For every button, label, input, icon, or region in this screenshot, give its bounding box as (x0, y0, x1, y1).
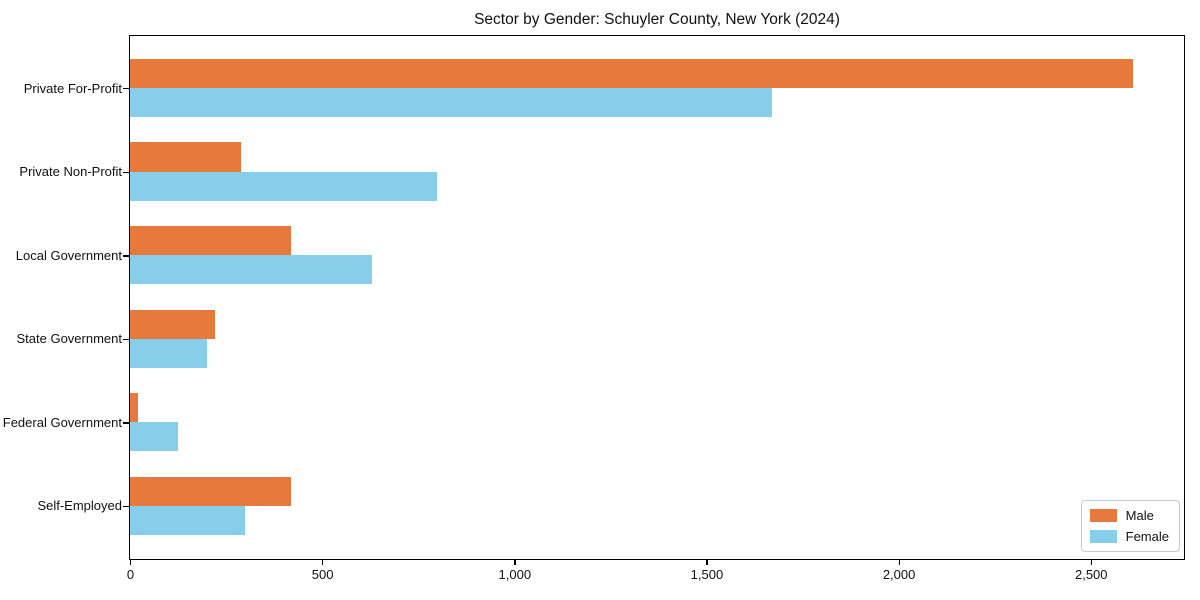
bar-male-private-non-profit (130, 142, 242, 172)
bar-male-federal-government (130, 393, 139, 423)
x-tick-label-500: 500 (311, 567, 334, 582)
bar-female-state-government (130, 338, 207, 368)
bar-male-private-for-profit (130, 58, 1134, 89)
bar-female-self-employed (130, 505, 246, 536)
category-label-private-non-profit: Private Non-Profit (19, 164, 122, 180)
y-tick-private-non-profit (123, 171, 129, 174)
x-tick-label-1500: 1,500 (690, 567, 724, 582)
x-tick-0 (130, 560, 132, 565)
legend-swatch-female (1089, 530, 1117, 543)
x-tick-1000 (514, 560, 516, 565)
x-tick-label-0: 0 (126, 567, 135, 582)
x-tick-1500 (706, 560, 708, 565)
bar-male-local-government (130, 226, 292, 256)
y-tick-state-government (123, 338, 129, 341)
bar-male-self-employed (130, 476, 292, 506)
legend-label-male: Male (1125, 508, 1154, 523)
y-tick-self-employed (123, 505, 129, 508)
bar-male-state-government (130, 309, 215, 339)
x-tick-2000 (898, 560, 900, 565)
plot-area: Male Female (129, 35, 1185, 560)
category-label-self-employed: Self-Employed (37, 498, 122, 514)
x-tick-label-2000: 2,000 (882, 567, 916, 582)
bar-female-private-non-profit (130, 171, 438, 201)
y-axis-labels: Private For-Profit Private Non-Profit Loca… (0, 35, 122, 560)
legend: Male Female (1080, 500, 1180, 552)
x-tick-label-2500: 2,500 (1074, 567, 1108, 582)
y-tick-private-for-profit (123, 88, 129, 90)
bar-female-private-for-profit (130, 88, 772, 118)
x-tick-label-1000: 1,000 (498, 567, 532, 582)
legend-swatch-male (1089, 509, 1117, 522)
category-label-local-government: Local Government (15, 247, 122, 263)
bar-female-federal-government (130, 422, 179, 452)
y-tick-local-government (123, 255, 129, 257)
legend-entry-female: Female (1089, 529, 1169, 544)
category-label-state-government: State Government (16, 331, 123, 347)
legend-entry-male: Male (1089, 508, 1169, 523)
x-tick-500 (322, 560, 324, 565)
chart-title: Sector by Gender: Schuyler County, New Y… (474, 11, 840, 28)
bar-female-local-government (130, 255, 373, 285)
y-tick-federal-government (123, 422, 129, 424)
category-label-federal-government: Federal Government (2, 414, 122, 430)
bars-layer (130, 36, 1184, 559)
legend-label-female: Female (1125, 529, 1169, 544)
category-label-private-for-profit: Private For-Profit (23, 80, 122, 96)
x-tick-2500 (1090, 560, 1093, 565)
